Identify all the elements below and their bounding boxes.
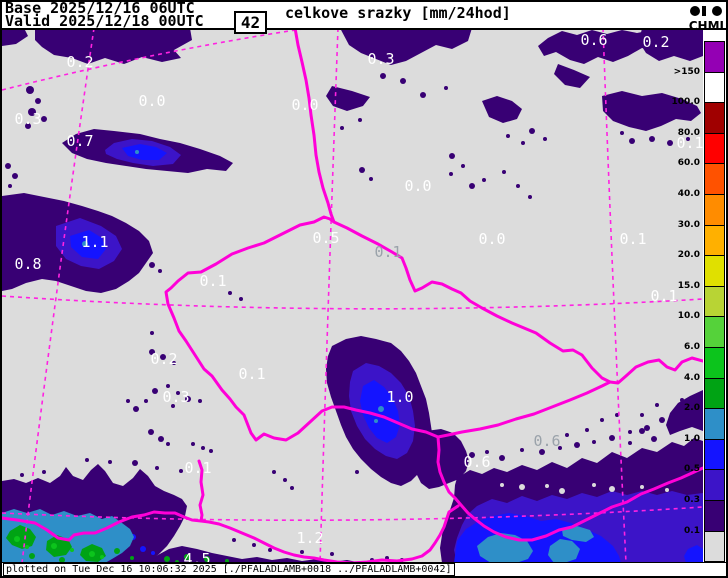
colorbar-label: 40.0 <box>677 189 700 199</box>
colorbar-label: 100.0 <box>671 97 700 108</box>
map-value-label: 0.1 <box>184 459 212 477</box>
map-value-label: 0.2 <box>150 350 178 368</box>
map-value-label: 0.6 <box>533 432 561 450</box>
map-value-label: 0.1 <box>199 272 227 290</box>
forecast-step-box: 42 <box>234 11 267 34</box>
map-value-label: 0.5 <box>312 229 340 247</box>
colorbar-label: 80.0 <box>677 127 700 138</box>
map-value-label: 0.0 <box>291 96 319 114</box>
colorbar-box <box>704 255 725 287</box>
map-value-label: 0.3 <box>14 110 42 128</box>
chmi-logo-icon <box>690 6 722 16</box>
status-bar: plotted on Tue Dec 16 10:06:32 2025 [./P… <box>2 562 726 576</box>
colorbar-box <box>704 224 725 257</box>
colorbar-box <box>704 316 725 348</box>
colorbar-box <box>704 163 725 195</box>
colorbar-label: 6.0 <box>684 342 700 352</box>
map-value-label: 1.0 <box>386 388 414 406</box>
colorbar-label: 10.0 <box>677 311 700 322</box>
colorbar-box <box>704 438 725 471</box>
colorbar-label: 0.3 <box>684 495 700 505</box>
country-borders <box>2 28 703 563</box>
colorbar-box <box>704 377 725 410</box>
map-value-label: 0.3 <box>367 50 395 68</box>
map-value-label: 0.0 <box>478 230 506 248</box>
status-text: plotted on Tue Dec 16 10:06:32 2025 [./P… <box>3 563 455 576</box>
colorbar-box <box>704 530 725 563</box>
colorbar-label: >150 <box>673 66 700 77</box>
map-value-label: 0.6 <box>463 453 491 471</box>
colorbar-box <box>704 469 725 501</box>
colorbar-box <box>704 285 725 318</box>
colorbar-box <box>704 408 725 440</box>
map-value-label: 1.1 <box>81 233 109 251</box>
colorbar-box <box>704 71 725 104</box>
colorbar-label: 0.1 <box>684 525 700 536</box>
colorbar-label: 4.0 <box>684 372 700 383</box>
map-value-label: 0.7 <box>66 132 94 150</box>
map-value-label: 0.3 <box>162 388 190 406</box>
map-value-label: 0.8 <box>14 255 42 273</box>
map-value-label: 0.2 <box>642 33 670 51</box>
map-value-label: 0.1 <box>650 287 678 305</box>
colorbar-label: 1.0 <box>684 433 700 444</box>
chmi-logo-text: CHMI <box>688 19 724 33</box>
header: Base 2025/12/16 06UTC Valid 2025/12/18 0… <box>2 2 726 30</box>
map-value-label: 0.2 <box>66 53 94 71</box>
colorbar-label: 2.0 <box>684 403 700 414</box>
graticule-lines <box>2 28 703 563</box>
base-datetime: Base 2025/12/16 06UTC <box>5 0 195 17</box>
map-value-label: 0.0 <box>138 92 166 110</box>
colorbar-label: 15.0 <box>677 280 700 291</box>
colorbar-box <box>704 132 725 165</box>
colorbar-label: 30.0 <box>677 219 700 230</box>
precipitation-areas <box>2 28 703 563</box>
map-value-label: 4.5 <box>183 550 211 563</box>
colorbar-box <box>704 41 725 73</box>
map-value-label: 0.1 <box>374 243 402 261</box>
map-value-label: 1.2 <box>296 529 324 547</box>
valid-datetime: Valid 2025/12/18 00UTC <box>5 12 204 30</box>
colorbar-box <box>704 500 725 532</box>
map-value-label: 0.1 <box>238 365 266 383</box>
colorbar-label: 60.0 <box>677 158 700 169</box>
map-value-label: 0.6 <box>580 31 608 49</box>
precipitation-svg <box>2 28 703 563</box>
product-title: celkove srazky [mm/24hod] <box>285 4 511 22</box>
colorbar-box <box>704 194 725 226</box>
map-value-label: 0.1 <box>676 134 703 152</box>
map-value-label: 0.1 <box>619 230 647 248</box>
colorbar-label: 0.5 <box>684 464 700 475</box>
map-value-label: 0.0 <box>404 177 432 195</box>
chmi-logo: CHMI <box>682 2 724 32</box>
colorbar-box <box>704 347 725 379</box>
colorbar-label: 20.0 <box>677 250 700 261</box>
colorbar-box <box>704 102 725 134</box>
colorbar: >150 100.0 80.0 60.0 40.0 30.0 20.0 15.0 10.0 6.0… <box>662 28 726 563</box>
weather-map: 0.2 0.3 0.3 0.6 0.2 0.0 0.0 0.7 0.1 0.0 0.0 0.1 0.5 0… <box>2 28 703 563</box>
